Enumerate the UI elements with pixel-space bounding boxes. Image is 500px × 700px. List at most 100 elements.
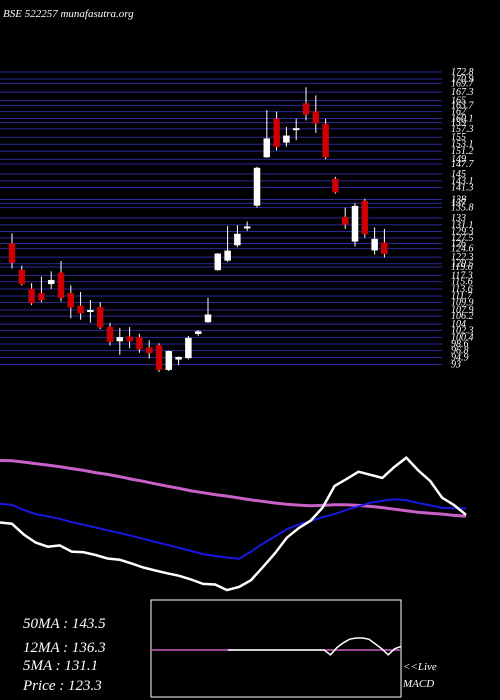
candle-up (263, 138, 271, 158)
candle-down (332, 178, 339, 193)
candle-up (224, 250, 231, 261)
y-tick-label: 172.8 (451, 67, 474, 78)
candle-down (28, 288, 35, 304)
y-tick-label: 169.7 (451, 78, 475, 89)
y-tick-label: 106.2 (451, 311, 474, 322)
y-tick-label: 107.9 (451, 305, 474, 316)
candle-up (204, 314, 212, 323)
y-tick-label: 141.3 (451, 182, 474, 193)
y-tick-label: 98.6 (451, 339, 469, 350)
candle-down (67, 293, 75, 308)
y-tick-label: 167.3 (451, 87, 474, 98)
y-tick-label: 143.1 (451, 176, 474, 187)
y-tick-label: 115.6 (451, 277, 473, 288)
moving-average-panel (0, 456, 467, 592)
ma12-line (0, 498, 467, 560)
watermark: BSE 522257 munafasutra.org (3, 8, 134, 20)
y-tick-label: 122.3 (451, 252, 474, 263)
ma50-line (0, 459, 467, 518)
y-tick-label: 170.9 (451, 74, 474, 85)
candle-up (47, 279, 55, 285)
y-axis-ticks: 172.8170.9169.7167.3165163.7162160.11591… (451, 67, 475, 371)
candle-down (136, 337, 143, 350)
y-tick-label: 155 (451, 132, 466, 143)
candle-up (87, 310, 94, 312)
ma5-stat: 5MA : 131.1 (23, 658, 98, 674)
candle-down (341, 216, 349, 225)
y-tick-label: 94.9 (451, 353, 469, 364)
candle-up (253, 167, 261, 206)
ma5-line (0, 456, 467, 592)
y-tick-label: 151.2 (451, 146, 474, 157)
y-tick-label: 133 (451, 213, 466, 224)
candle-down (8, 243, 16, 263)
candle-up (185, 337, 192, 359)
y-tick-label: 100.4 (451, 332, 474, 343)
price-stat: Price : 123.3 (22, 678, 102, 694)
candle-up (214, 253, 222, 271)
candle-down (361, 200, 369, 235)
y-tick-label: 129.3 (451, 226, 474, 237)
candle-down (126, 336, 133, 342)
candle-up (194, 331, 202, 334)
y-tick-label: 131.1 (451, 220, 474, 231)
candle-down (322, 123, 329, 158)
y-tick-label: 145 (451, 169, 466, 180)
y-tick-label: 159 (451, 118, 466, 129)
y-tick-label: 138 (451, 195, 466, 206)
ma12-stat: 12MA : 136.3 (23, 640, 106, 656)
y-tick-label: 165 (451, 96, 466, 107)
candlesticks (8, 87, 388, 372)
y-tick-label: 93 (451, 360, 461, 371)
live-label: <<Live (403, 661, 437, 673)
candle-up (165, 351, 173, 370)
y-tick-label: 126 (451, 239, 466, 250)
candle-down (312, 111, 320, 124)
y-tick-label: 96.8 (451, 346, 469, 357)
candle-up (283, 135, 290, 143)
y-tick-label: 137 (451, 198, 467, 209)
y-tick-label: 147.7 (451, 159, 475, 170)
y-tick-label: 119.6 (451, 262, 473, 273)
candle-down (38, 293, 45, 301)
y-tick-label: 162 (451, 107, 466, 118)
candle-down (57, 272, 65, 299)
y-tick-label: 124.6 (451, 244, 474, 255)
y-tick-label: 117.3 (451, 270, 473, 281)
ma50-stat: 50MA : 143.5 (23, 616, 106, 632)
y-tick-label: 109.9 (451, 298, 474, 309)
y-tick-label: 163.7 (451, 100, 475, 111)
candle-down (273, 118, 280, 148)
macd-line (227, 637, 402, 656)
candle-up (116, 337, 124, 342)
y-tick-label: 160.1 (451, 114, 474, 125)
candle-up (351, 205, 359, 242)
candle-up (243, 226, 251, 229)
y-tick-label: 104 (451, 319, 466, 330)
macd-lines (151, 637, 402, 656)
y-tick-label: 127.5 (451, 233, 474, 244)
y-tick-label: 157.3 (451, 124, 474, 135)
y-tick-label: 120.5 (451, 259, 474, 270)
candle-down (302, 103, 310, 115)
y-tick-label: 135.8 (451, 203, 474, 214)
y-tick-label: 102.3 (451, 325, 474, 336)
macd-box (150, 599, 402, 698)
candle-down (155, 345, 163, 370)
y-tick-label: 111.7 (451, 291, 473, 302)
macd-label: MACD (402, 678, 434, 690)
candle-down (381, 242, 388, 255)
candle-down (77, 305, 84, 314)
candle-up (175, 356, 182, 360)
y-tick-label: 149 (451, 154, 466, 165)
candle-down (96, 307, 104, 328)
y-tick-label: 153.1 (451, 139, 474, 150)
candle-up (371, 238, 378, 251)
candle-down (145, 347, 153, 354)
candle-down (18, 269, 26, 285)
candle-up (292, 128, 300, 131)
y-tick-label: 113.6 (451, 284, 473, 295)
candle-up (234, 233, 241, 246)
candle-down (106, 326, 114, 343)
